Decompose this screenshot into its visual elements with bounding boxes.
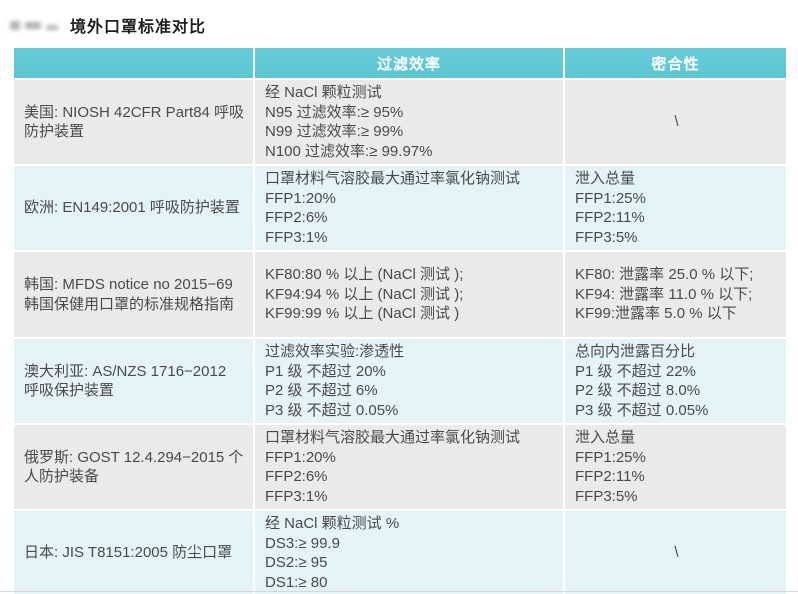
cell-line: FFP2:11% xyxy=(575,468,645,485)
table-row: 日本: JIS T8151:2005 防尘口罩经 NaCl 颗粒测试 % DS3:… xyxy=(12,509,788,594)
fit-cell: KF80: 泄露率 25.0 % 以下; KF94: 泄露率 11.0 % 以下;… xyxy=(563,250,788,339)
cell-line: P3 级 不超过 0.05% xyxy=(265,401,399,419)
mask-standards-comparison-table: 过滤效率 密合性 美国: NIOSH 42CFR Part84 呼吸防护装置经 … xyxy=(12,46,788,594)
cell-line: \ xyxy=(674,113,679,131)
cell-line: KF94: 泄露率 11.0 % 以下; xyxy=(575,285,753,303)
cell-line: FFP2:6% xyxy=(265,468,328,485)
cell-line: KF99:99 % 以上 (NaCl 测试 ) xyxy=(265,305,460,323)
table-row: 俄罗斯: GOST 12.4.294−2015 个人防护装备 口罩材料气溶胶最大通… xyxy=(12,423,788,511)
fit-cell: 泄入总量 FFP1:25% FFP2:11% FFP3:5% xyxy=(563,164,788,252)
title-bar: 境外口罩标准对比 xyxy=(0,0,798,46)
cell-line: FFP3:5% xyxy=(575,228,638,246)
fit-cell: \ xyxy=(563,78,788,166)
standards-table-body: 美国: NIOSH 42CFR Part84 呼吸防护装置经 NaCl 颗粒测试… xyxy=(12,78,788,594)
cell-line: FFP2:6% xyxy=(265,209,328,226)
table-row: 澳大利亚: AS/NZS 1716−2012 呼吸保护装置 过滤效率实验:渗透性 P… xyxy=(12,337,788,425)
cell-line: N95 过滤效率:≥ 95% xyxy=(265,103,404,121)
filtration-efficiency-cell: 经 NaCl 颗粒测试 % DS3:≥ 99.9 DS2:≥ 95 DS1:≥ 80 xyxy=(253,509,565,594)
cell-line: \ xyxy=(674,544,679,562)
page-title: 境外口罩标准对比 xyxy=(70,19,207,36)
cell-line: FFP1:20% xyxy=(265,448,336,466)
cell-line: 口罩材料气溶胶最大通过率氯化钠测试 xyxy=(265,429,521,446)
table-row: 欧洲: EN149:2001 呼吸防护装置 口罩材料气溶胶最大通过率氯化钠测试 FF… xyxy=(12,164,788,252)
standard-name-cell: 欧洲: EN149:2001 呼吸防护装置 xyxy=(12,164,255,252)
header-fit: 密合性 xyxy=(563,46,788,80)
standard-name-cell: 俄罗斯: GOST 12.4.294−2015 个人防护装备 xyxy=(12,423,255,511)
cell-line: FFP1:25% xyxy=(575,189,646,207)
cell-line: P1 级 不超过 22% xyxy=(575,362,696,380)
standard-name-cell: 美国: NIOSH 42CFR Part84 呼吸防护装置 xyxy=(12,78,255,166)
cell-line: 泄入总量 xyxy=(575,429,636,446)
cell-line: FFP3:1% xyxy=(265,487,328,505)
bottom-divider xyxy=(0,591,798,592)
cell-line: P2 级 不超过 6% xyxy=(265,382,378,399)
cell-line: KF94:94 % 以上 (NaCl 测试 ); xyxy=(265,285,464,303)
cell-line: FFP3:5% xyxy=(575,487,638,505)
cell-line: 经 NaCl 颗粒测试 % xyxy=(265,515,400,532)
blurred-logo xyxy=(10,20,58,30)
cell-line: N99 过滤效率:≥ 99% xyxy=(265,123,404,140)
header-filtration-efficiency: 过滤效率 xyxy=(253,46,565,80)
cell-line: N100 过滤效率:≥ 99.97% xyxy=(265,142,433,160)
filtration-efficiency-cell: 口罩材料气溶胶最大通过率氯化钠测试 FFP1:20% FFP2:6% FFP3:1% xyxy=(253,423,565,511)
cell-line: FFP3:1% xyxy=(265,228,328,246)
filtration-efficiency-cell: 经 NaCl 颗粒测试 N95 过滤效率:≥ 95% N99 过滤效率:≥ 99% N… xyxy=(253,78,565,166)
cell-line: DS1:≥ 80 xyxy=(265,573,328,591)
cell-line: P1 级 不超过 20% xyxy=(265,362,386,380)
table-row: 韩国: MFDS notice no 2015−69 韩国保健用口罩的标准规格指… xyxy=(12,250,788,339)
cell-line: 总向内泄露百分比 xyxy=(575,343,696,360)
filtration-efficiency-cell: 过滤效率实验:渗透性 P1 级 不超过 20% P2 级 不超过 6% P3 级 不超… xyxy=(253,337,565,425)
fit-cell: 总向内泄露百分比 P1 级 不超过 22% P2 级 不超过 8.0% P3 级 不超… xyxy=(563,337,788,425)
cell-line: FFP1:25% xyxy=(575,448,646,466)
cell-line: FFP2:11% xyxy=(575,209,645,226)
cell-line: 口罩材料气溶胶最大通过率氯化钠测试 xyxy=(265,170,521,187)
cell-line: KF80:80 % 以上 (NaCl 测试 ); xyxy=(265,266,464,284)
cell-line: FFP1:20% xyxy=(265,189,336,207)
cell-line: 经 NaCl 颗粒测试 xyxy=(265,84,382,101)
cell-line: 泄入总量 xyxy=(575,170,636,187)
cell-line: 过滤效率实验:渗透性 xyxy=(265,343,405,360)
standard-name-cell: 日本: JIS T8151:2005 防尘口罩 xyxy=(12,509,255,594)
cell-line: DS3:≥ 99.9 xyxy=(265,534,340,552)
filtration-efficiency-cell: 口罩材料气溶胶最大通过率氯化钠测试 FFP1:20% FFP2:6% FFP3:1% xyxy=(253,164,565,252)
cell-line: P2 级 不超过 8.0% xyxy=(575,382,701,399)
fit-cell: 泄入总量 FFP1:25% FFP2:11% FFP3:5% xyxy=(563,423,788,511)
filtration-efficiency-cell: KF80:80 % 以上 (NaCl 测试 ); KF94:94 % 以上 (Na… xyxy=(253,250,565,339)
cell-line: DS2:≥ 95 xyxy=(265,554,328,571)
header-standard-blank xyxy=(12,46,255,80)
header-row: 过滤效率 密合性 xyxy=(12,46,788,80)
cell-line: KF80: 泄露率 25.0 % 以下; xyxy=(575,266,754,284)
table-row: 美国: NIOSH 42CFR Part84 呼吸防护装置经 NaCl 颗粒测试… xyxy=(12,78,788,166)
standard-name-cell: 澳大利亚: AS/NZS 1716−2012 呼吸保护装置 xyxy=(12,337,255,425)
table-header: 过滤效率 密合性 xyxy=(12,46,788,80)
fit-cell: \ xyxy=(563,509,788,594)
cell-line: P3 级 不超过 0.05% xyxy=(575,401,709,419)
standard-name-cell: 韩国: MFDS notice no 2015−69 韩国保健用口罩的标准规格指… xyxy=(12,250,255,339)
cell-line: KF99:泄露率 5.0 % 以下 xyxy=(575,305,737,323)
